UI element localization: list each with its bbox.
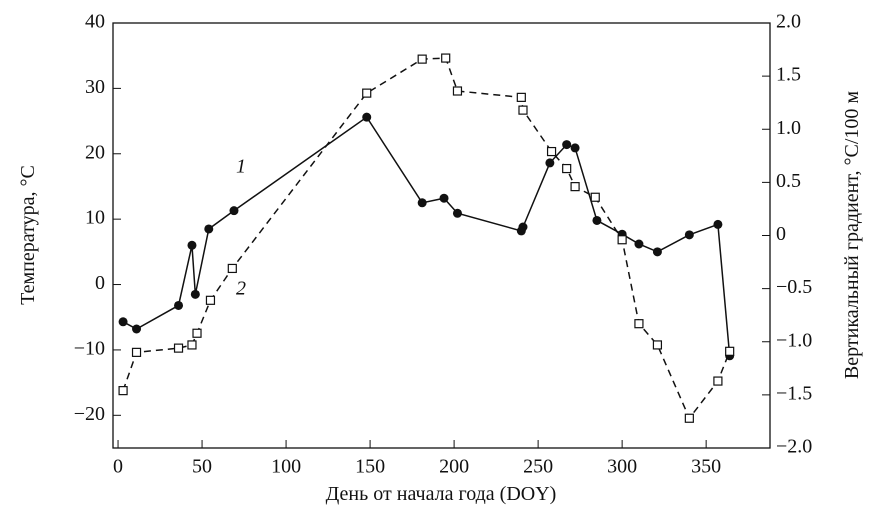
- marker: [590, 192, 600, 202]
- marker: [545, 158, 555, 168]
- series-line: [122, 57, 731, 420]
- marker: [362, 112, 372, 122]
- marker: [713, 376, 723, 386]
- marker: [131, 347, 142, 357]
- marker: [592, 215, 602, 225]
- marker: [684, 413, 694, 423]
- y2-tick-label: 2.0: [776, 11, 801, 33]
- marker: [118, 386, 128, 396]
- marker: [634, 319, 644, 329]
- y-axis-label: Температура, °C: [17, 165, 39, 305]
- marker: [439, 193, 449, 203]
- y2-tick-label: −1.0: [776, 329, 812, 351]
- marker: [518, 105, 528, 115]
- x-tick-label: 150: [355, 456, 385, 478]
- marker: [417, 198, 427, 208]
- x-tick-label: 250: [523, 456, 553, 478]
- marker: [634, 239, 644, 249]
- marker: [441, 53, 451, 63]
- marker: [417, 54, 427, 64]
- x-tick-label: 50: [192, 456, 212, 478]
- marker: [684, 230, 694, 240]
- marker: [562, 140, 572, 150]
- y2-tick-label: 0: [776, 223, 786, 245]
- y2-tick-label: −0.5: [776, 276, 812, 298]
- marker: [617, 235, 627, 245]
- y2-tick-label: 1.0: [776, 117, 801, 139]
- y-tick-label: 0: [95, 272, 105, 294]
- marker: [187, 240, 197, 250]
- marker: [174, 300, 184, 310]
- y-tick-label: 20: [85, 141, 105, 163]
- marker: [570, 182, 580, 192]
- marker: [452, 208, 462, 218]
- y2-tick-label: −2.0: [776, 436, 812, 458]
- marker: [118, 317, 128, 327]
- marker: [546, 146, 557, 157]
- y-tick-label: 40: [85, 11, 105, 33]
- y2-tick-label: 0.5: [776, 170, 801, 192]
- marker: [227, 263, 237, 274]
- marker: [362, 88, 372, 98]
- plot-frame: [112, 22, 771, 449]
- marker: [187, 340, 197, 350]
- y2-axis-label: Вертикальный градиент, °C/100 м: [841, 91, 863, 379]
- marker: [190, 289, 200, 299]
- x-tick-label: 100: [271, 456, 301, 478]
- marker: [570, 143, 580, 153]
- marker: [652, 340, 663, 350]
- series-annotation: 2: [236, 278, 246, 300]
- marker: [562, 163, 572, 174]
- marker: [204, 224, 214, 234]
- marker: [205, 295, 216, 305]
- y2-tick-label: −1.5: [776, 382, 812, 404]
- marker: [132, 324, 142, 334]
- marker: [713, 219, 723, 229]
- marker: [518, 222, 528, 232]
- marker: [725, 346, 735, 356]
- x-tick-label: 0: [113, 456, 123, 478]
- y-tick-label: 10: [85, 207, 105, 229]
- y-tick-label: −10: [74, 338, 105, 360]
- marker: [192, 328, 202, 338]
- x-tick-label: 300: [607, 456, 637, 478]
- marker: [173, 343, 184, 353]
- y2-tick-label: 1.5: [776, 64, 801, 86]
- marker: [229, 206, 239, 216]
- marker: [652, 247, 662, 257]
- series-annotation: 1: [236, 156, 246, 178]
- x-axis-label: День от начала года (DOY): [326, 483, 557, 505]
- x-tick-label: 200: [439, 456, 469, 478]
- y-tick-label: 30: [85, 76, 105, 98]
- y-tick-label: −20: [74, 403, 105, 425]
- marker: [452, 86, 463, 96]
- marker: [516, 92, 526, 102]
- x-tick-label: 350: [691, 456, 721, 478]
